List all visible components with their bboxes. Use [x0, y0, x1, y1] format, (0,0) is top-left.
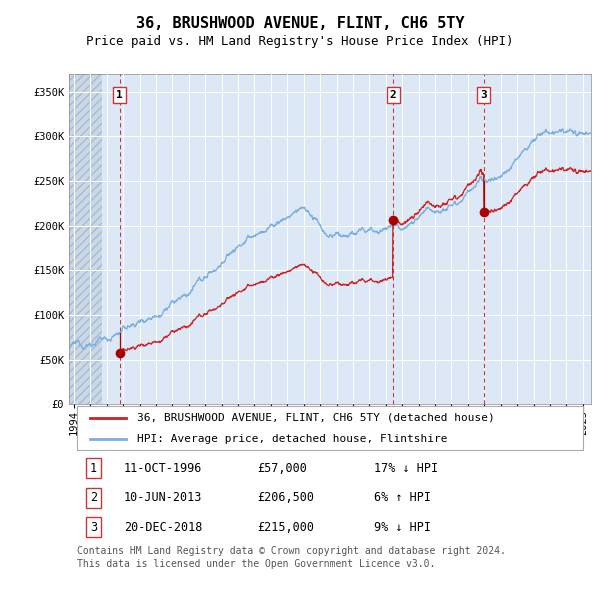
Text: 17% ↓ HPI: 17% ↓ HPI [374, 462, 439, 475]
Text: 6% ↑ HPI: 6% ↑ HPI [374, 491, 431, 504]
Bar [69, 74, 102, 404]
Text: 3: 3 [90, 521, 97, 534]
Text: HPI: Average price, detached house, Flintshire: HPI: Average price, detached house, Flin… [137, 434, 448, 444]
Text: 9% ↓ HPI: 9% ↓ HPI [374, 521, 431, 534]
Bar [69, 74, 102, 404]
Text: £215,000: £215,000 [257, 521, 314, 534]
Text: 1: 1 [90, 462, 97, 475]
Text: 36, BRUSHWOOD AVENUE, FLINT, CH6 5TY (detached house): 36, BRUSHWOOD AVENUE, FLINT, CH6 5TY (de… [137, 412, 494, 422]
Text: 11-OCT-1996: 11-OCT-1996 [124, 462, 202, 475]
Text: 2: 2 [90, 491, 97, 504]
Text: 10-JUN-2013: 10-JUN-2013 [124, 491, 202, 504]
Text: 3: 3 [481, 90, 487, 100]
Text: 36, BRUSHWOOD AVENUE, FLINT, CH6 5TY: 36, BRUSHWOOD AVENUE, FLINT, CH6 5TY [136, 16, 464, 31]
Text: 2: 2 [389, 90, 397, 100]
Text: 1: 1 [116, 90, 123, 100]
FancyBboxPatch shape [77, 406, 583, 450]
Text: £57,000: £57,000 [257, 462, 307, 475]
Text: £206,500: £206,500 [257, 491, 314, 504]
Text: Contains HM Land Registry data © Crown copyright and database right 2024.
This d: Contains HM Land Registry data © Crown c… [77, 546, 506, 569]
Text: Price paid vs. HM Land Registry's House Price Index (HPI): Price paid vs. HM Land Registry's House … [86, 35, 514, 48]
Text: 20-DEC-2018: 20-DEC-2018 [124, 521, 202, 534]
